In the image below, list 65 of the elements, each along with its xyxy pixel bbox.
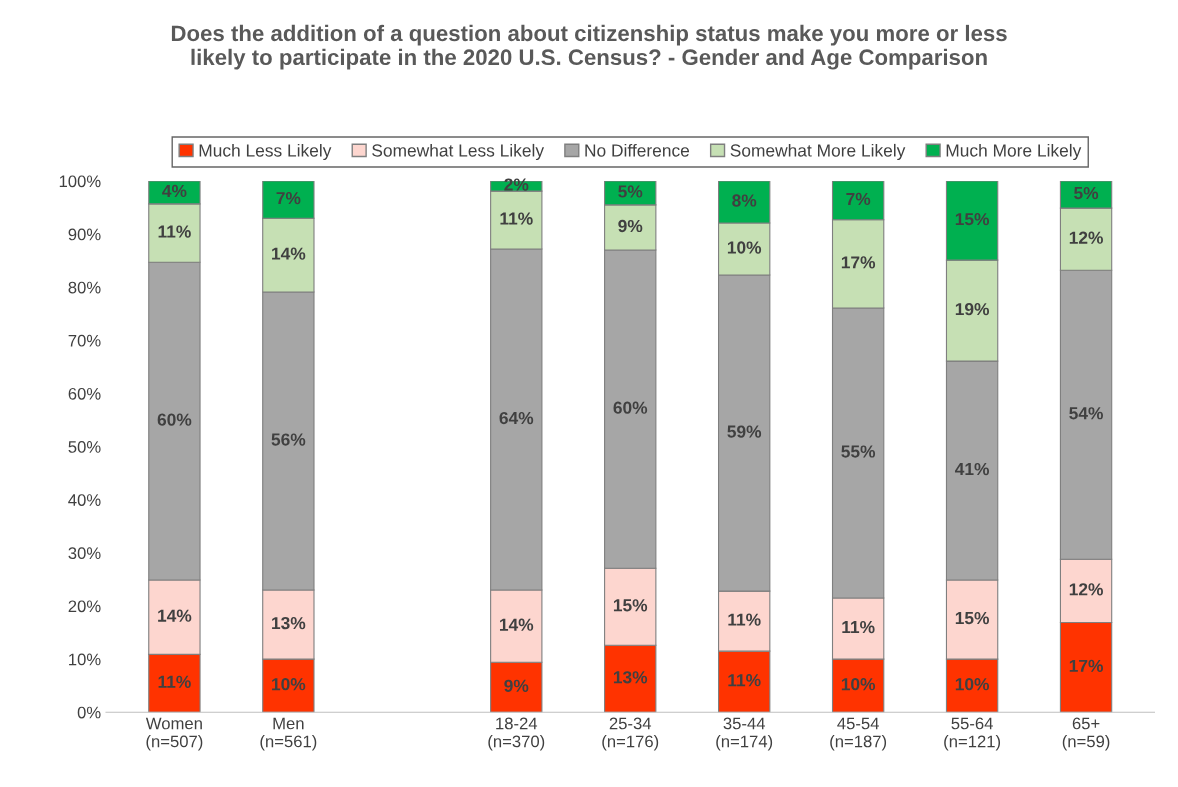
x-tick-label: Men (n=561) <box>260 717 317 751</box>
data-label: 17% <box>1069 659 1103 672</box>
data-label: 60% <box>613 401 648 414</box>
data-label: 11% <box>842 620 875 634</box>
legend-label: Much More Likely <box>946 143 1082 161</box>
y-tick-label: 20% <box>68 600 101 613</box>
data-label: 11% <box>500 212 533 225</box>
data-label: 10% <box>841 678 876 691</box>
data-label: 11% <box>158 675 191 688</box>
data-label: 9% <box>618 219 643 233</box>
data-label: 12% <box>1069 583 1103 596</box>
y-tick-label: 40% <box>68 494 101 506</box>
y-tick-label: 10% <box>69 653 101 666</box>
data-label: 64% <box>499 411 534 425</box>
y-tick-label: 0% <box>77 706 101 719</box>
data-label: 10% <box>955 678 990 691</box>
data-label: 54% <box>1069 407 1103 420</box>
data-label: 4% <box>162 184 187 198</box>
data-label: 13% <box>613 671 648 684</box>
legend-label: Somewhat More Likely <box>730 143 906 161</box>
data-label: 15% <box>613 599 648 612</box>
data-label: 10% <box>727 241 762 254</box>
data-label: 17% <box>841 256 876 269</box>
data-label: 10% <box>272 678 306 691</box>
data-label: 41% <box>955 462 990 476</box>
data-label: 5% <box>618 185 643 198</box>
x-tick-label: 45-54 (n=187) <box>830 717 887 751</box>
data-label: 7% <box>276 192 301 205</box>
y-tick-label: 100% <box>59 175 101 188</box>
data-label: 11% <box>158 225 191 238</box>
data-label: 13% <box>272 616 306 630</box>
data-label: 55% <box>841 445 876 458</box>
y-tick-label: 50% <box>68 441 101 453</box>
x-tick-label: 65+ (n=59) <box>1062 717 1110 751</box>
y-tick-label: 80% <box>68 281 101 294</box>
x-tick-label: 55-64 (n=121) <box>944 717 1001 751</box>
data-label: 11% <box>728 674 761 687</box>
data-label: 14% <box>272 247 306 260</box>
data-label: 19% <box>955 303 990 316</box>
x-tick-label: 35-44 (n=174) <box>716 717 773 751</box>
data-label: 14% <box>499 618 534 631</box>
data-label: 59% <box>727 425 762 438</box>
y-tick-label: 30% <box>68 547 101 560</box>
y-tick-label: 70% <box>68 334 101 347</box>
legend-label: No Difference <box>585 143 690 157</box>
data-label: 56% <box>271 433 306 446</box>
legend-label: Somewhat Less Likely <box>372 143 545 161</box>
x-tick-label: 18-24 (n=370) <box>488 717 545 751</box>
data-label: 15% <box>955 213 990 226</box>
data-label: 8% <box>732 194 757 207</box>
y-tick-label: 90% <box>68 228 101 241</box>
data-label: 60% <box>157 413 192 426</box>
x-tick-label: 25-34 (n=176) <box>602 717 659 751</box>
data-label: 11% <box>728 613 761 626</box>
data-label: 5% <box>1074 186 1099 200</box>
data-label: 9% <box>504 679 529 692</box>
data-label: 2% <box>504 178 529 191</box>
y-tick-label: 60% <box>68 387 101 400</box>
legend-label: Much Less Likely <box>199 143 332 161</box>
data-label: 7% <box>846 192 871 206</box>
data-label: 12% <box>1069 231 1103 244</box>
data-label: 14% <box>158 609 192 622</box>
data-label: 15% <box>955 611 990 625</box>
chart-title: Does the addition of a question about citizenship status make you more or less likely to participate in the 2020 U.S. Census? - Gender and Age Comparison <box>171 24 1007 70</box>
x-tick-label: Women (n=507) <box>145 717 203 751</box>
